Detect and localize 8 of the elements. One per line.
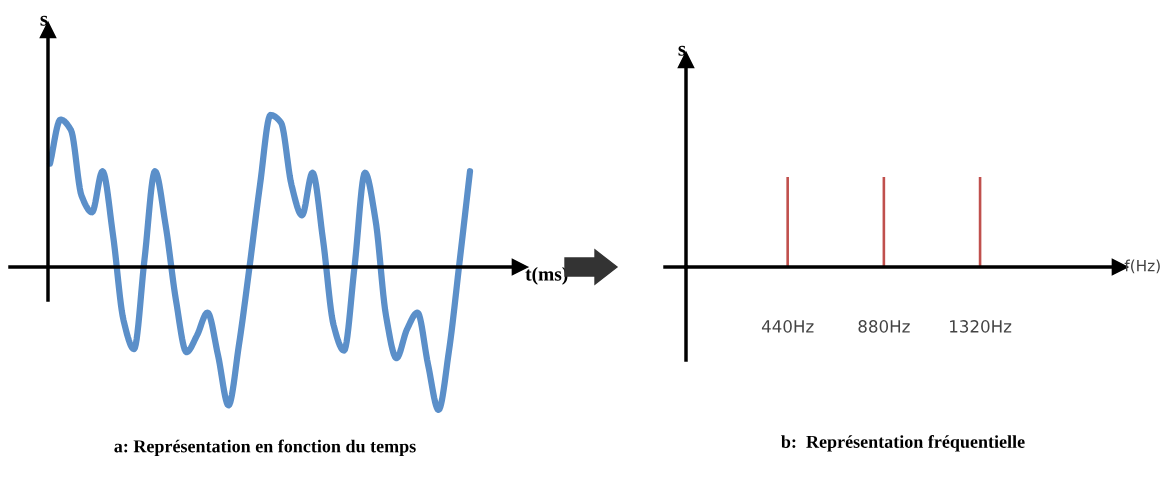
x-tick-label: 880Hz (858, 320, 910, 333)
y-axis-title: s (678, 45, 686, 56)
x-axis-title: f(Hz) (1124, 259, 1160, 274)
x-tick-label: 1320Hz (950, 320, 1012, 333)
text: a: Représentation en fonction du temps (114, 439, 416, 457)
text: b: Représentation fréquentielle (781, 435, 1025, 452)
y-axis-title: s (40, 15, 48, 26)
x-tick-label: 440Hz (761, 320, 814, 333)
